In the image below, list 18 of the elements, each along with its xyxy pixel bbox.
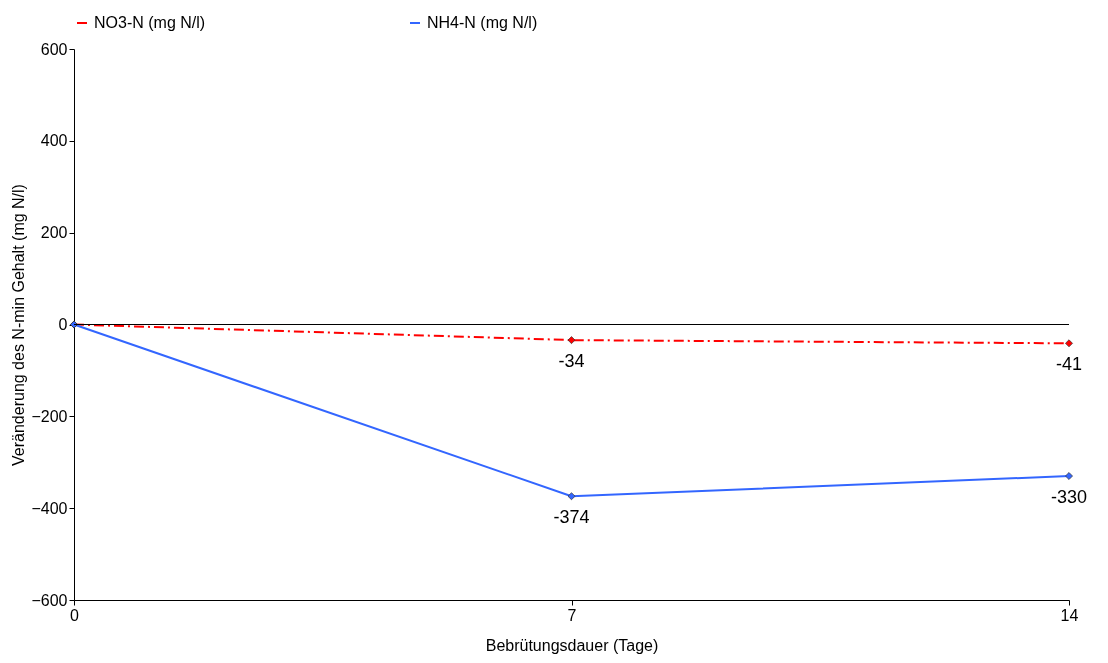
data-label: -34: [558, 351, 585, 372]
x-axis-title: Bebrütungsdauer (Tage): [485, 636, 659, 654]
data-label: -374: [553, 507, 590, 528]
y-tick-label: −600: [31, 591, 68, 609]
y-tick-label: 600: [40, 40, 68, 58]
x-tick-label: 7: [567, 606, 577, 624]
data-label: -330: [1050, 487, 1088, 508]
y-axis-title: Veränderung des N-min Gehalt (mg N/l): [10, 184, 28, 466]
x-tick-label: 0: [70, 606, 80, 624]
y-tick-label: −200: [31, 407, 68, 425]
x-tick-label: 14: [1060, 606, 1079, 624]
y-tick-label: 0: [58, 316, 68, 333]
y-tick-label: −400: [31, 499, 68, 517]
y-tick-label: 200: [40, 224, 68, 242]
data-label: -41: [1055, 354, 1083, 375]
y-tick-label: 400: [40, 132, 68, 150]
legend-label: NO3-N (mg N/l): [94, 14, 206, 31]
legend-label: NH4-N (mg N/l): [427, 14, 538, 31]
